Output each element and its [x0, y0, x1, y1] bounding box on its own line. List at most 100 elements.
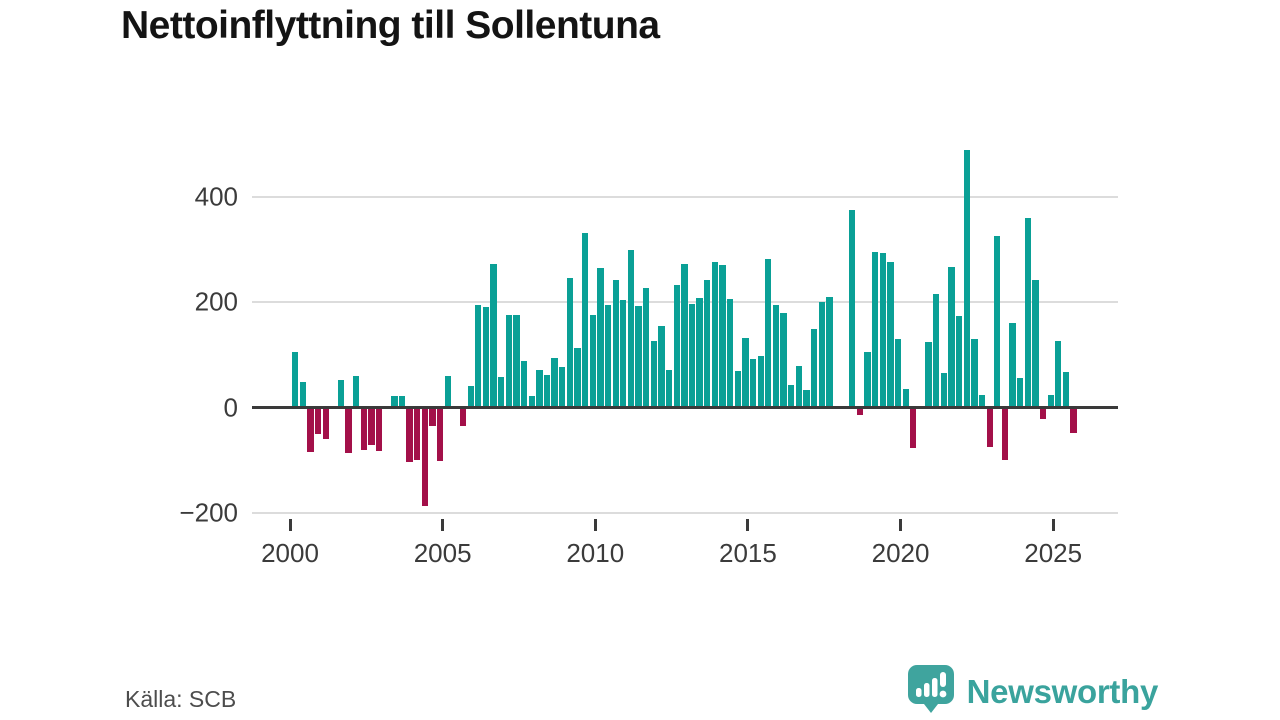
bar	[994, 236, 1001, 408]
bar	[421, 409, 429, 506]
bar	[299, 381, 306, 408]
bar	[849, 210, 856, 408]
y-axis-tick-label: 400	[194, 181, 238, 211]
x-axis-tick-label: 2005	[413, 538, 472, 568]
zero-axis-line	[252, 406, 1118, 409]
bar	[818, 302, 825, 408]
bar	[375, 409, 383, 452]
bar	[589, 315, 596, 408]
bar	[520, 360, 528, 408]
bar	[536, 370, 543, 408]
bar	[704, 280, 711, 408]
bar	[826, 296, 833, 408]
x-axis-tick-label: 2025	[1024, 538, 1083, 568]
y-axis-tick-label: 200	[194, 286, 238, 317]
bar	[665, 369, 673, 408]
bar	[1070, 409, 1077, 434]
bar	[658, 326, 665, 408]
bar	[406, 409, 413, 462]
brand-logo: Newsworthy	[907, 664, 1158, 719]
bar	[925, 341, 932, 408]
bar	[948, 266, 955, 408]
bar	[429, 409, 436, 427]
bar	[879, 252, 886, 408]
bar	[688, 303, 696, 408]
bar	[650, 340, 657, 408]
y-axis-tick-label: 0	[223, 392, 238, 422]
bar	[543, 374, 551, 408]
gridline	[252, 512, 1118, 514]
x-axis-tick	[899, 519, 903, 531]
bar	[795, 365, 802, 408]
bar	[1024, 217, 1031, 408]
bar	[902, 389, 909, 408]
bar	[467, 385, 474, 408]
bar	[681, 264, 688, 408]
bar	[742, 338, 749, 408]
bar	[933, 293, 940, 408]
bar	[490, 264, 497, 408]
x-axis-tick	[593, 519, 597, 531]
bar	[635, 306, 642, 408]
bar	[711, 261, 719, 408]
bar	[971, 338, 978, 408]
bar	[727, 298, 734, 408]
bar	[498, 377, 505, 408]
bar	[772, 304, 780, 408]
bar	[1032, 279, 1039, 408]
bar	[475, 305, 482, 408]
bar	[307, 409, 314, 453]
bar	[627, 249, 635, 408]
bar	[620, 300, 627, 408]
bar	[749, 358, 757, 408]
bar	[1017, 378, 1024, 408]
bar	[780, 313, 787, 408]
y-axis-tick-label: −200	[179, 497, 238, 528]
chart-title: Nettoinflyttning till Sollentuna	[121, 4, 660, 47]
bar	[368, 409, 375, 445]
badge-shape	[907, 665, 954, 713]
bar	[986, 409, 993, 447]
bar	[643, 288, 650, 408]
bar	[910, 409, 917, 449]
bar	[574, 347, 581, 408]
bar	[1047, 395, 1054, 408]
x-axis-tick	[1051, 519, 1055, 531]
bar	[513, 315, 520, 408]
newsworthy-badge-icon	[907, 664, 955, 719]
bar	[963, 149, 970, 408]
bar	[887, 262, 894, 408]
bar	[551, 357, 558, 408]
x-axis-tick-label: 2015	[718, 538, 777, 568]
bar	[337, 380, 345, 408]
brand-name: Newsworthy	[966, 672, 1159, 710]
bar	[414, 409, 421, 461]
bar	[1039, 409, 1047, 420]
bar	[788, 384, 795, 408]
bar	[864, 352, 871, 408]
bar	[604, 305, 612, 408]
bar	[612, 280, 619, 408]
bar	[391, 396, 398, 408]
bar	[559, 367, 566, 408]
bar	[314, 409, 322, 434]
bar	[482, 306, 490, 408]
bar	[978, 395, 986, 408]
bar	[528, 395, 535, 408]
bar	[582, 233, 589, 408]
bar	[444, 376, 451, 408]
bar	[856, 409, 864, 416]
x-axis-tick-label: 2020	[871, 538, 930, 568]
bar	[757, 356, 764, 408]
bar	[360, 409, 367, 450]
x-axis-tick	[288, 519, 292, 531]
bar	[955, 315, 963, 408]
bar	[322, 409, 329, 440]
x-axis-tick-label: 2000	[261, 538, 319, 568]
bar	[1001, 409, 1009, 461]
bar	[566, 278, 574, 408]
bar	[940, 373, 948, 408]
bar	[398, 396, 406, 408]
bar	[1009, 322, 1016, 408]
